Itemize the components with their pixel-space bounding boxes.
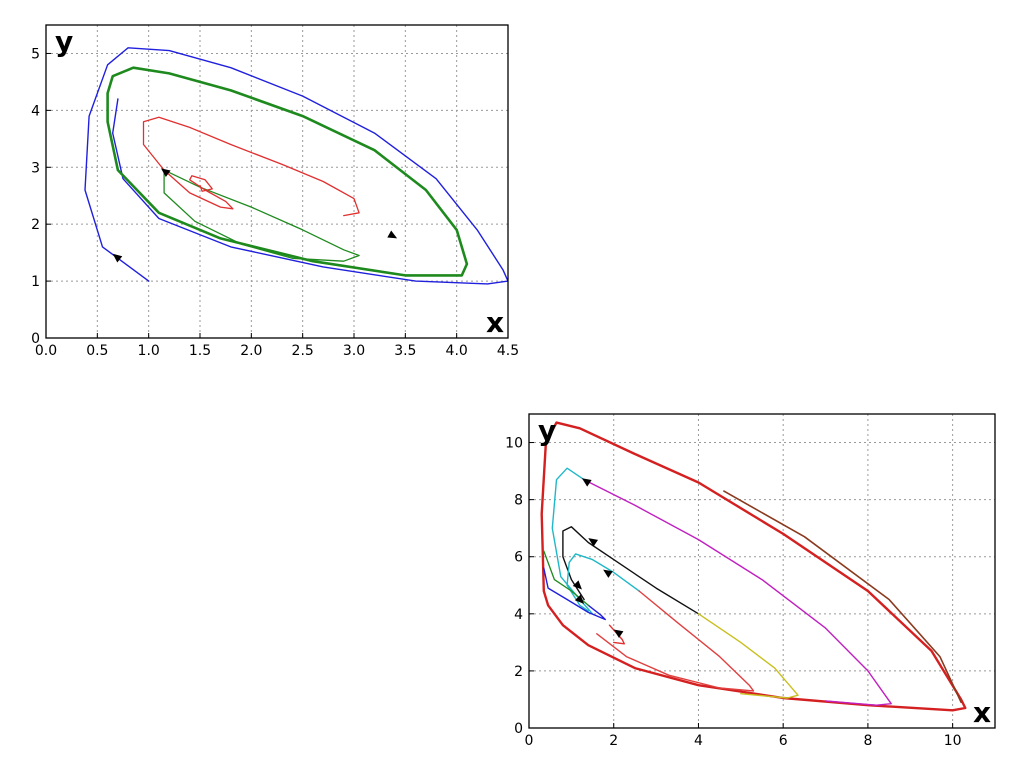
chart2-direction-arrow-2 (588, 538, 599, 547)
chart2-xlabel: x (973, 696, 991, 729)
chart2-trajectory-2 (723, 490, 962, 704)
chart2-axes-frame (528, 413, 996, 729)
chart1-trajectory-3 (163, 169, 360, 262)
chart1-ytick-label: 3 (31, 160, 40, 176)
chart2-xtick-label: 2 (609, 733, 618, 749)
chart2-trajectory-1 (540, 421, 967, 712)
chart2-direction-arrow-4 (574, 594, 585, 604)
chart1-xtick-label: 3.0 (343, 343, 365, 359)
chart1-xtick-label: 0.0 (35, 343, 57, 359)
chart2-ytick-label: 10 (505, 436, 523, 452)
chart2-direction-arrow-6 (613, 629, 624, 638)
chart2-xtick-label: 8 (863, 733, 872, 749)
chart2-series-group (540, 421, 967, 712)
chart1-xtick-label: 1.5 (189, 343, 211, 359)
chart1-ytick-label: 5 (31, 46, 40, 62)
chart2-ytick-label: 2 (514, 664, 523, 680)
chart2-ytick-label: 6 (514, 550, 523, 566)
chart1-trajectory-5 (163, 169, 234, 210)
chart1-xtick-label: 1.0 (138, 343, 160, 359)
chart2-grid (529, 414, 995, 728)
chart2-ylabel: y (538, 414, 556, 447)
chart2-trajectory-6 (697, 613, 799, 699)
chart2-direction-arrow-3 (603, 569, 613, 578)
chart2-xtick-label: 10 (944, 733, 962, 749)
chart1-xtick-label: 2.5 (292, 343, 314, 359)
chart2-direction-arrow-5 (572, 580, 582, 590)
chart1-xtick-label: 2.0 (240, 343, 262, 359)
chart2-direction-arrow-1 (581, 478, 592, 487)
chart2-xtick-label: 0 (525, 733, 534, 749)
chart2-xtick-label: 6 (779, 733, 788, 749)
chart1-series-group (84, 47, 508, 285)
chart2-trajectory-9 (543, 567, 606, 621)
chart1-xtick-label: 0.5 (86, 343, 108, 359)
chart2-xtick-label: 4 (694, 733, 703, 749)
chart1-ytick-label: 0 (31, 331, 40, 347)
chart2-trajectory-10 (543, 550, 589, 606)
chart1-xtick-label: 3.5 (394, 343, 416, 359)
chart1-ylabel: y (55, 25, 73, 58)
chart1-ytick-label: 1 (31, 274, 40, 290)
chart1-trajectory-4 (142, 116, 360, 217)
phase-plot-top-left: 0.0 0.5 1.0 1.5 2.0 2.5 3.0 3.5 4.0 4.5 0 1 2 3 4 5 y x (31, 24, 519, 359)
chart2-trajectory-7 (566, 553, 640, 612)
chart1-xtick-label: 4.5 (497, 343, 519, 359)
chart1-xtick-label: 4.0 (446, 343, 468, 359)
chart2-trajectory-3 (583, 479, 892, 706)
chart1-ytick-label: 2 (31, 217, 40, 233)
chart2-ytick-label: 0 (514, 721, 523, 737)
chart1-xlabel: x (486, 306, 504, 339)
chart1-trajectory-1 (84, 47, 508, 285)
chart1-axes-frame (45, 24, 509, 339)
chart1-trajectory-2 (106, 66, 469, 277)
phase-plot-bottom-right: 0 2 4 6 8 10 0 2 4 6 8 10 y x (505, 413, 996, 749)
chart2-trajectory-8 (596, 590, 755, 692)
chart2-ytick-label: 8 (514, 493, 523, 509)
chart1-direction-arrow-1 (112, 253, 123, 263)
chart2-ytick-label: 4 (514, 607, 523, 623)
chart1-direction-arrow-2 (160, 168, 171, 177)
chart1-direction-arrow-3 (387, 230, 398, 239)
chart1-ytick-label: 4 (31, 103, 40, 119)
